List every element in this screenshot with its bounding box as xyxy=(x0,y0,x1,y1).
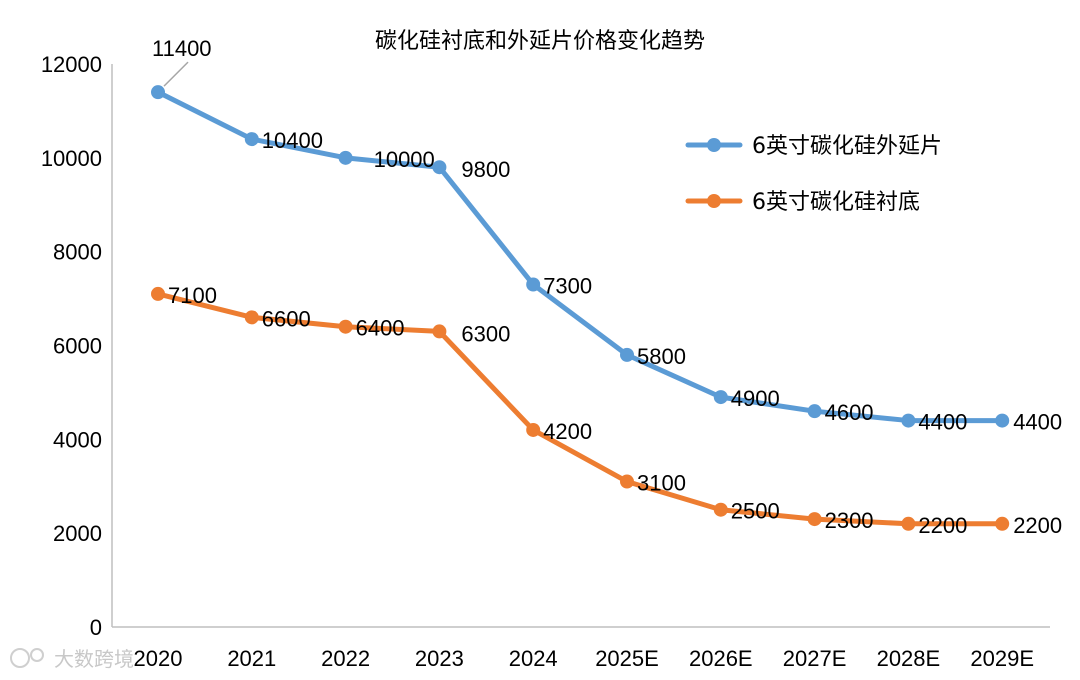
watermark-text: 大数跨境 xyxy=(54,647,134,671)
y-tick-label: 0 xyxy=(90,615,102,640)
data-point xyxy=(526,422,541,437)
data-label: 3100 xyxy=(637,471,686,496)
x-tick-label: 2023 xyxy=(415,646,464,671)
chart-title: 碳化硅衬底和外延片价格变化趋势 xyxy=(375,29,705,54)
x-tick-label: 2028E xyxy=(877,646,941,671)
data-label: 2200 xyxy=(918,513,967,538)
data-point xyxy=(807,404,822,419)
data-point xyxy=(901,516,916,531)
series-line-1 xyxy=(155,291,1005,527)
data-label: 4400 xyxy=(918,410,967,435)
data-point xyxy=(620,474,634,489)
watermark-logo-icon xyxy=(10,648,30,668)
y-tick-label: 12000 xyxy=(41,52,102,77)
data-point xyxy=(901,413,916,428)
data-label: 6300 xyxy=(461,321,510,346)
y-tick-labels: 0 2000 4000 6000 8000 10000 12000 xyxy=(41,52,102,640)
data-point xyxy=(432,160,447,175)
data-label: 2300 xyxy=(825,508,874,533)
data-label: 2200 xyxy=(1013,513,1062,538)
x-tick-label: 2024 xyxy=(509,646,558,671)
data-label: 7100 xyxy=(168,283,217,308)
legend-swatch-marker xyxy=(707,194,721,208)
y-tick-label: 8000 xyxy=(53,240,102,265)
data-label: 4600 xyxy=(825,400,874,425)
data-label: 9800 xyxy=(461,157,510,182)
x-tick-label: 2029E xyxy=(970,646,1034,671)
data-labels: 11400 10400 10000 9800 7300 5800 4900 4600 4400 4… xyxy=(152,36,1062,538)
data-label: 6600 xyxy=(262,306,311,331)
data-point xyxy=(713,390,728,405)
x-tick-label: 2020 xyxy=(134,646,183,671)
series-line-0 xyxy=(155,89,1005,424)
data-point xyxy=(995,413,1010,428)
legend-swatch-marker xyxy=(707,138,721,152)
watermark: 大数跨境 xyxy=(10,647,134,671)
legend-label: 6英寸碳化硅衬底 xyxy=(752,190,920,215)
series-layer xyxy=(151,85,1010,531)
data-point xyxy=(807,512,822,527)
x-tick-labels: 2020 2021 2022 2023 2024 2025E 2026E 2027E 2028E… xyxy=(134,646,1034,671)
data-point xyxy=(995,516,1010,531)
data-point xyxy=(151,286,165,301)
y-tick-label: 4000 xyxy=(53,427,102,452)
data-point xyxy=(244,310,259,325)
data-label: 10400 xyxy=(262,128,323,153)
data-label: 5800 xyxy=(637,344,686,369)
data-label: 7300 xyxy=(543,274,592,299)
data-label: 4200 xyxy=(543,419,592,444)
data-point xyxy=(620,347,634,362)
x-tick-label: 2022 xyxy=(321,646,370,671)
y-tick-label: 10000 xyxy=(41,146,102,171)
data-label: 11400 xyxy=(152,36,212,61)
x-tick-label: 2027E xyxy=(783,646,847,671)
data-point xyxy=(713,502,728,517)
y-tick-label: 2000 xyxy=(53,521,102,546)
data-point xyxy=(526,277,541,292)
legend: 6英寸碳化硅外延片 6英寸碳化硅衬底 xyxy=(685,134,942,215)
data-label: 2500 xyxy=(731,499,780,524)
data-label: 4900 xyxy=(731,386,780,411)
data-point xyxy=(151,85,165,100)
data-point xyxy=(244,132,259,147)
x-tick-label: 2025E xyxy=(595,646,659,671)
x-tick-label: 2021 xyxy=(227,646,276,671)
data-label: 4400 xyxy=(1013,410,1062,435)
data-point xyxy=(432,324,447,339)
label-leader-line xyxy=(163,61,189,87)
y-tick-label: 6000 xyxy=(53,334,102,359)
data-point xyxy=(338,319,353,334)
legend-label: 6英寸碳化硅外延片 xyxy=(752,134,942,159)
data-label: 6400 xyxy=(356,316,405,341)
x-tick-label: 2026E xyxy=(689,646,753,671)
data-point xyxy=(338,150,353,165)
data-label: 10000 xyxy=(374,147,435,172)
